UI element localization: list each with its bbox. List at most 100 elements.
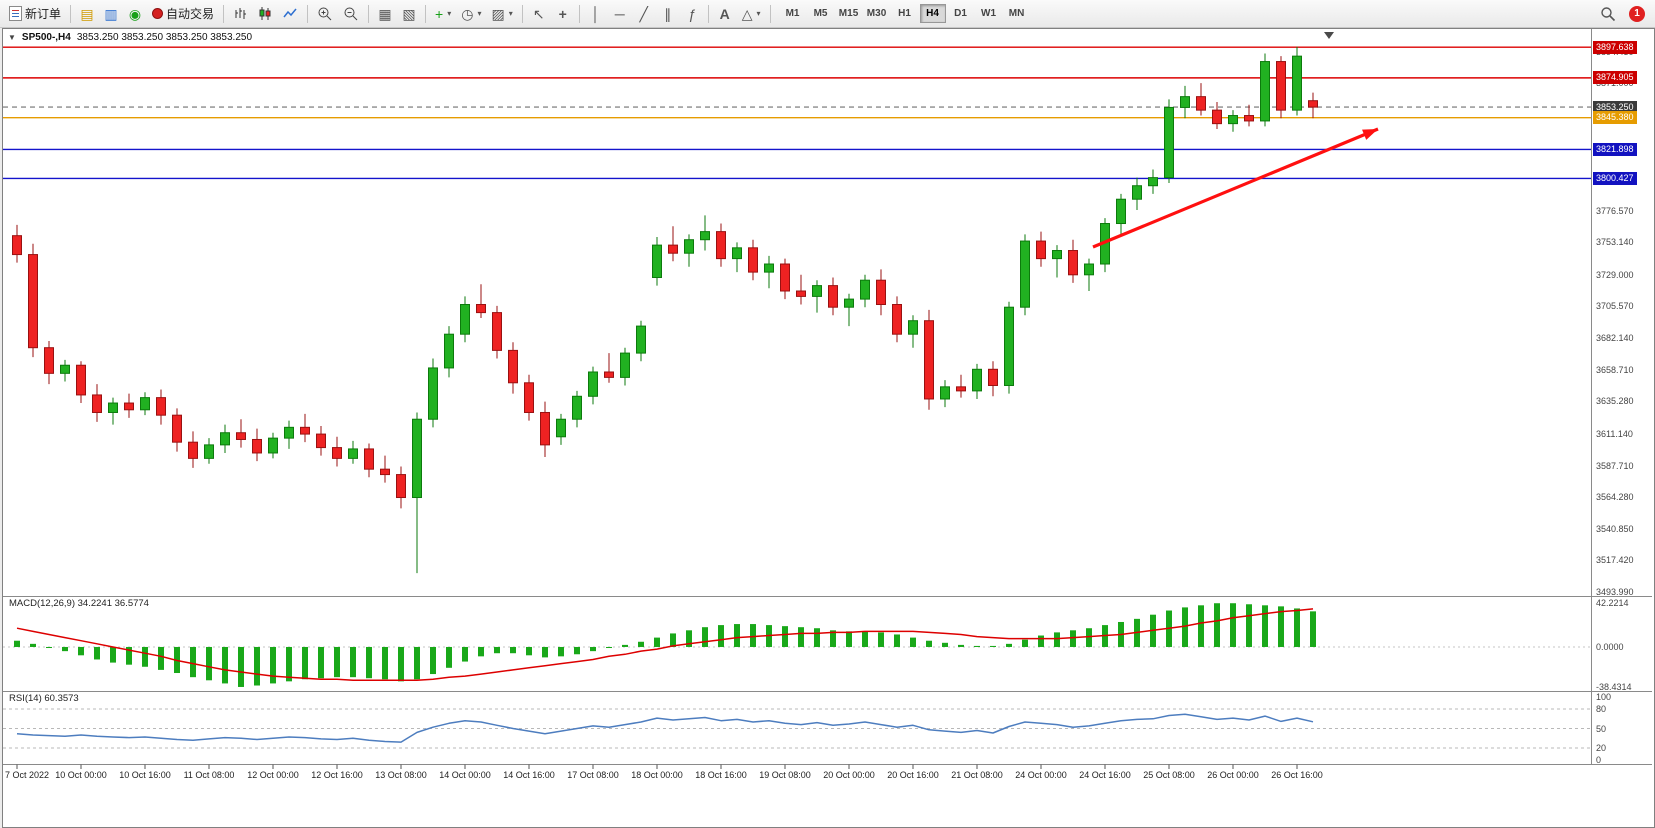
crosshair-tool[interactable]: + [552,3,574,25]
one-click-trading-expander[interactable]: ▼ [8,33,16,42]
candle [1148,177,1158,187]
rsi-axis-label: 50 [1596,723,1607,734]
time-label: 19 Oct 08:00 [759,770,811,780]
macd-histogram-bar [942,642,948,647]
bar-chart-icon[interactable] [229,3,252,25]
text-tool[interactable]: A [714,3,736,25]
macd-histogram-bar [894,634,900,647]
zoom-out-icon[interactable] [339,3,363,25]
timeframe-H1[interactable]: H1 [892,4,918,23]
macd-axis-label: -38.4314 [1596,682,1632,692]
candle [828,285,838,308]
price-axis[interactable]: 3894.4303871.0003776.5703753.1403729.000… [1592,29,1653,825]
line-chart-glyph [283,8,297,18]
timeframe-M30[interactable]: M30 [864,4,890,23]
cascade-windows-icon[interactable]: ▧ [398,3,420,25]
candlestick-chart-icon[interactable] [254,3,277,25]
bar-chart-glyph [235,8,247,19]
zoom-out-glyph [344,7,358,20]
trendline-tool[interactable]: ╱ [633,3,655,25]
macd-histogram-bar [830,630,836,647]
macd-histogram-bar [1086,628,1092,647]
time-label: 14 Oct 16:00 [503,770,555,780]
timeframe-M1[interactable]: M1 [780,4,806,23]
macd-histogram-bar [926,640,932,647]
shapes-tool[interactable]: △ ▾ [738,3,765,25]
macd-histogram-bar [1214,603,1220,647]
macd-histogram-bar [126,646,132,665]
price-tag: 3874.905 [1593,71,1637,85]
candle [1292,55,1302,111]
timeframe-MN[interactable]: MN [1004,4,1030,23]
templates-button[interactable]: ▨ ▾ [487,3,516,25]
indicators-button[interactable]: + ▾ [431,3,455,25]
macd-histogram-bar [1310,611,1316,647]
market-watch-icon[interactable]: ▥ [100,3,122,25]
toolbar-separator [769,4,771,23]
vertical-line-tool[interactable]: │ [585,3,607,25]
candle [332,447,342,459]
time-label: 26 Oct 16:00 [1271,770,1323,780]
candle [204,444,214,459]
candle [1132,185,1142,200]
candle [572,395,582,420]
autotrading-button[interactable]: 自动交易 [148,3,218,25]
trend-arrow[interactable] [1092,127,1379,249]
time-axis[interactable]: 7 Oct 2022 10 Oct 00:00 10 Oct 16:00 11 Oct… [3,765,1591,805]
fibonacci-tool[interactable]: ƒ [681,3,703,25]
trend-arrow-head[interactable] [1362,129,1378,140]
notification-badge[interactable]: 1 [1629,5,1645,22]
macd-histogram-bar [814,628,820,647]
candle [1180,96,1190,108]
channel-tool[interactable]: ∥ [657,3,679,25]
navigator-icon[interactable]: ◉ [124,3,146,25]
zoom-in-icon[interactable] [313,3,337,25]
timeframe-W1[interactable]: W1 [976,4,1002,23]
cursor-tool[interactable]: ↖ [528,3,550,25]
price-tag: 3853.250 [1593,100,1637,114]
time-label: 20 Oct 00:00 [823,770,875,780]
new-order-button[interactable]: 新订单 [5,3,65,25]
tile-windows-icon[interactable]: ▦ [374,3,396,25]
macd-histogram-bar [974,645,980,647]
symbol-ohlc-line: ▼ SP500-,H4 3853.250 3853.250 3853.250 3… [8,32,252,43]
candle [524,382,534,413]
toolbar-separator [70,4,72,23]
timeframe-D1[interactable]: D1 [948,4,974,23]
candlestick-glyph [259,7,271,20]
macd-histogram-bar [318,646,324,679]
ohlc-values: 3853.250 3853.250 3853.250 3853.250 [76,32,253,43]
candle [1004,306,1014,386]
macd-histogram-bar [14,640,20,647]
periods-button[interactable]: ◷ ▾ [457,3,485,25]
candle [156,397,166,416]
candle [316,433,326,449]
candle [556,418,566,438]
macd-histogram-bar [686,630,692,647]
macd-histogram-bar [878,632,884,647]
candle [412,418,422,499]
rsi-axis-label: 80 [1596,704,1607,714]
macd-axis-label: 42.2214 [1596,598,1629,608]
macd-histogram-bar [1038,635,1044,647]
chart-canvas[interactable] [3,29,1652,825]
macd-histogram-bar [222,646,228,684]
zoom-in-glyph [318,7,332,20]
macd-histogram-bar [238,646,244,687]
macd-axis-label: 0.0000 [1596,642,1624,652]
macd-histogram-bar [1294,608,1300,647]
horizontal-line-tool[interactable]: ─ [609,3,631,25]
line-chart-icon[interactable] [279,3,302,25]
candle [988,368,998,386]
timeframe-H4[interactable]: H4 [919,4,946,23]
macd-histogram-bar [1070,630,1076,647]
candle [1308,100,1318,108]
candle [428,367,438,420]
macd-histogram-bar [382,646,388,680]
candle [124,402,134,411]
timeframe-M5[interactable]: M5 [808,4,834,23]
search-icon[interactable] [1596,3,1620,25]
rsi-axis-label: 100 [1596,692,1612,702]
charts-window-icon[interactable]: ▤ [76,3,98,25]
timeframe-M15[interactable]: M15 [836,4,862,23]
